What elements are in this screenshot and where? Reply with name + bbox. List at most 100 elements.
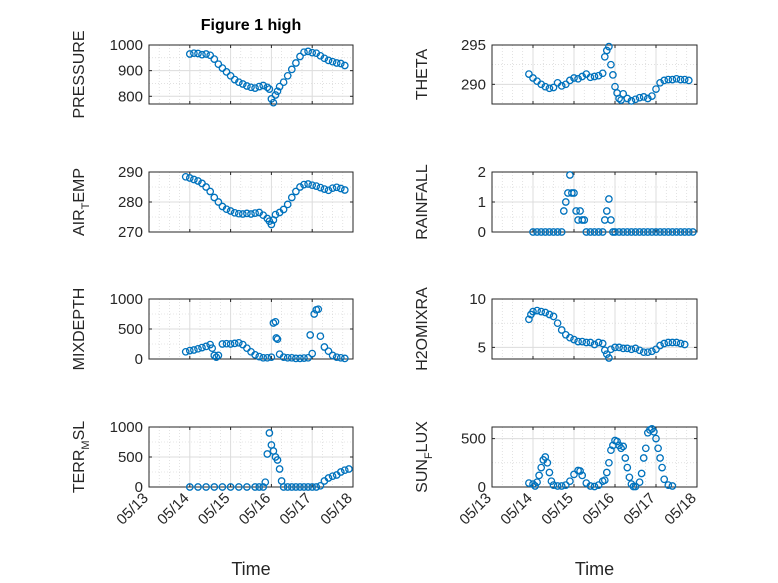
data-point — [222, 205, 231, 214]
y-axis-label: TERRMSL — [71, 421, 92, 493]
data-point — [537, 228, 546, 236]
data-point — [529, 307, 537, 316]
data-point — [553, 482, 562, 490]
data-point — [545, 84, 554, 93]
data-point — [263, 450, 272, 458]
y-tick-label: 290 — [461, 76, 486, 93]
data-point — [308, 181, 317, 190]
data-point — [316, 481, 325, 490]
data-point — [660, 475, 669, 484]
data-point — [594, 481, 603, 489]
data-point — [566, 76, 574, 85]
data-point — [676, 228, 685, 236]
data-point — [328, 184, 337, 193]
data-point — [198, 50, 206, 59]
y-tick-label: 1000 — [110, 37, 143, 54]
y-tick-label: 800 — [118, 88, 143, 105]
y-tick-label: 2 — [478, 164, 486, 181]
data-point — [312, 182, 321, 190]
data-point — [549, 228, 558, 236]
data-point — [296, 354, 304, 363]
data-point — [222, 68, 231, 76]
data-point — [680, 340, 689, 349]
x-tick-label: 05/13 — [456, 490, 495, 529]
data-point — [300, 354, 308, 362]
data-point — [312, 483, 321, 491]
data-point — [623, 463, 632, 472]
data-point — [243, 209, 251, 218]
data-point — [287, 353, 296, 362]
data-point — [578, 72, 587, 81]
data-point — [631, 482, 640, 491]
data-point — [652, 434, 660, 443]
data-point — [537, 307, 546, 316]
data-point — [627, 97, 636, 105]
data-point — [609, 71, 617, 79]
data-point — [271, 210, 280, 219]
data-point — [652, 345, 660, 354]
data-point — [572, 207, 580, 215]
data-point — [292, 354, 300, 363]
y-tick-label: 270 — [118, 224, 143, 241]
data-point — [586, 482, 595, 490]
data-point — [243, 82, 251, 90]
data-point — [680, 75, 689, 84]
data-point — [623, 344, 632, 353]
data-point — [605, 354, 613, 362]
data-point — [656, 78, 664, 87]
data-point — [275, 82, 284, 91]
data-point — [226, 207, 235, 215]
data-point — [631, 344, 640, 353]
data-point — [623, 228, 632, 236]
data-point — [275, 465, 284, 473]
y-tick-label: 1000 — [110, 291, 143, 308]
x-tick-label: 05/15 — [195, 490, 234, 529]
data-point — [340, 186, 349, 194]
data-point — [576, 207, 584, 215]
data-point — [300, 48, 308, 57]
data-point — [292, 59, 300, 67]
x-axis-label: Time — [231, 559, 270, 579]
data-point — [190, 346, 198, 354]
data-point — [218, 340, 227, 348]
data-point — [316, 183, 325, 192]
data-point — [617, 444, 625, 453]
data-point — [680, 228, 689, 236]
y-tick-label: 280 — [118, 194, 143, 211]
data-point — [648, 228, 656, 236]
data-point — [561, 481, 570, 489]
y-axis-label: MIXDEPTH — [71, 288, 88, 371]
data-point — [226, 483, 235, 491]
data-point — [535, 471, 543, 480]
series-markers — [185, 429, 353, 491]
data-point — [273, 87, 282, 96]
data-point — [247, 210, 255, 218]
data-point — [247, 83, 255, 92]
data-point — [615, 228, 623, 236]
data-point — [566, 477, 574, 486]
data-point — [218, 483, 227, 491]
data-point — [267, 95, 276, 103]
x-tick-label: 05/17 — [620, 490, 659, 529]
data-point — [287, 193, 296, 202]
data-point — [543, 458, 552, 467]
data-point — [210, 55, 219, 63]
data-point — [590, 482, 599, 491]
y-tick-label: 0 — [135, 351, 143, 368]
y-axis-label: SUNFLUX — [414, 421, 435, 493]
x-axis-label: Time — [575, 559, 614, 579]
data-point — [570, 74, 578, 82]
data-point — [300, 180, 308, 189]
data-point — [336, 59, 345, 68]
data-point — [619, 344, 628, 353]
data-point — [328, 472, 337, 481]
data-point — [255, 352, 264, 361]
data-point — [345, 465, 353, 473]
data-point — [639, 228, 648, 236]
series-markers — [181, 172, 349, 229]
data-point — [181, 172, 190, 181]
data-point — [676, 75, 685, 84]
data-point — [607, 60, 615, 69]
data-point — [652, 85, 660, 93]
y-tick-label: 500 — [118, 449, 143, 466]
